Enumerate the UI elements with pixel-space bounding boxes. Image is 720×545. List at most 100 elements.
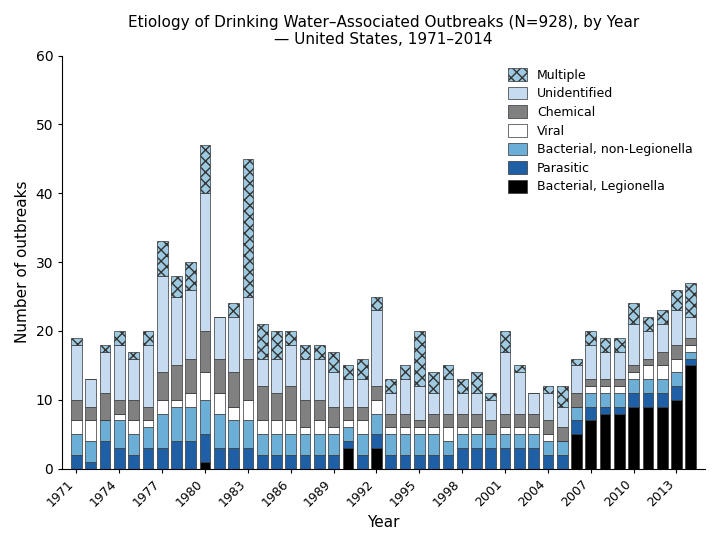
Bar <box>629 393 639 407</box>
Bar <box>214 317 225 359</box>
Bar <box>186 407 196 441</box>
Bar <box>685 352 696 359</box>
Bar <box>300 427 310 434</box>
Bar <box>171 296 182 365</box>
Bar <box>371 386 382 400</box>
Bar <box>257 434 268 455</box>
Bar <box>629 379 639 393</box>
Bar <box>500 331 510 352</box>
Bar <box>557 441 567 455</box>
Bar <box>385 434 396 455</box>
Bar <box>143 407 153 421</box>
Bar <box>157 276 168 372</box>
Bar <box>157 414 168 448</box>
Bar <box>186 393 196 407</box>
Bar <box>328 427 339 434</box>
Bar <box>357 407 367 421</box>
Bar <box>157 241 168 276</box>
Bar <box>243 400 253 421</box>
Bar <box>285 421 296 434</box>
Bar <box>128 400 139 421</box>
Bar <box>343 365 354 379</box>
Bar <box>86 379 96 407</box>
Bar <box>171 365 182 400</box>
Bar <box>171 400 182 407</box>
Bar <box>657 393 667 407</box>
Bar <box>657 324 667 352</box>
Bar <box>99 441 110 469</box>
Bar <box>271 434 282 455</box>
Bar <box>685 365 696 469</box>
Bar <box>371 310 382 386</box>
Bar <box>642 359 653 365</box>
Bar <box>143 427 153 448</box>
Bar <box>257 386 268 421</box>
Bar <box>357 421 367 434</box>
Bar <box>371 434 382 448</box>
Bar <box>314 455 325 469</box>
Bar <box>114 448 125 469</box>
X-axis label: Year: Year <box>367 515 400 530</box>
Bar <box>514 372 525 414</box>
Bar <box>157 448 168 469</box>
Bar <box>357 434 367 455</box>
Bar <box>243 159 253 296</box>
Bar <box>228 421 239 448</box>
Bar <box>514 365 525 372</box>
Bar <box>99 393 110 421</box>
Bar <box>585 331 596 345</box>
Bar <box>385 414 396 427</box>
Bar <box>571 434 582 469</box>
Bar <box>400 455 410 469</box>
Bar <box>500 448 510 469</box>
Bar <box>400 434 410 455</box>
Bar <box>428 427 439 434</box>
Y-axis label: Number of outbreaks: Number of outbreaks <box>15 181 30 343</box>
Bar <box>443 427 453 441</box>
Bar <box>300 345 310 359</box>
Bar <box>671 400 682 469</box>
Bar <box>671 372 682 386</box>
Bar <box>71 455 82 469</box>
Bar <box>328 407 339 427</box>
Bar <box>428 414 439 427</box>
Bar <box>157 372 168 400</box>
Bar <box>571 393 582 407</box>
Bar <box>171 276 182 296</box>
Bar <box>199 434 210 462</box>
Bar <box>199 400 210 434</box>
Bar <box>657 379 667 393</box>
Bar <box>400 365 410 379</box>
Bar <box>428 434 439 455</box>
Bar <box>271 455 282 469</box>
Bar <box>371 448 382 469</box>
Bar <box>400 414 410 427</box>
Bar <box>456 393 467 414</box>
Bar <box>485 448 496 469</box>
Bar <box>243 448 253 469</box>
Bar <box>285 455 296 469</box>
Bar <box>186 289 196 359</box>
Bar <box>571 407 582 421</box>
Bar <box>199 193 210 331</box>
Bar <box>128 421 139 434</box>
Bar <box>414 434 425 455</box>
Bar <box>500 434 510 448</box>
Bar <box>671 359 682 372</box>
Bar <box>685 317 696 338</box>
Bar <box>414 455 425 469</box>
Bar <box>600 407 611 414</box>
Bar <box>443 455 453 469</box>
Bar <box>629 372 639 379</box>
Bar <box>385 379 396 393</box>
Bar <box>600 414 611 469</box>
Bar <box>257 324 268 359</box>
Bar <box>243 359 253 400</box>
Bar <box>328 434 339 455</box>
Bar <box>514 434 525 448</box>
Bar <box>114 400 125 414</box>
Bar <box>86 421 96 441</box>
Bar <box>271 421 282 434</box>
Bar <box>314 421 325 434</box>
Bar <box>128 455 139 469</box>
